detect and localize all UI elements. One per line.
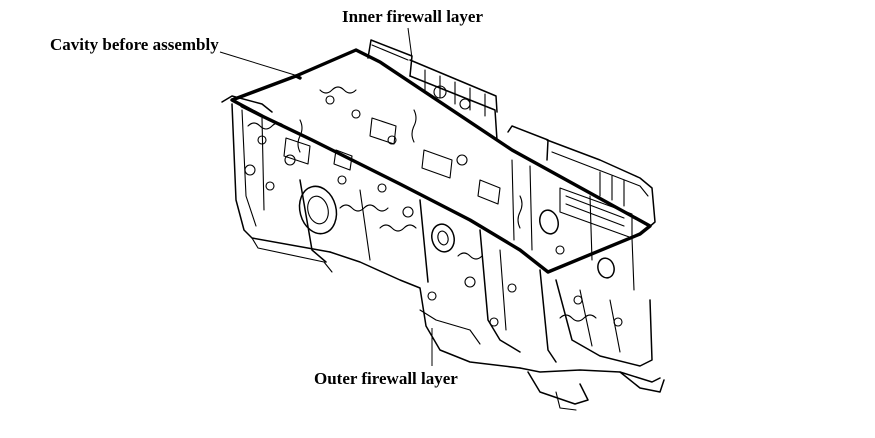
inner-firewall-label: Inner firewall layer — [342, 7, 484, 26]
inner-firewall-panel — [367, 39, 656, 239]
leader-lines — [219, 27, 433, 366]
leader-inner — [407, 27, 413, 59]
outer-firewall-label: Outer firewall layer — [314, 369, 458, 388]
cavity-outline — [230, 48, 652, 274]
outer-firewall-panel — [221, 86, 665, 411]
leader-cavity — [219, 51, 299, 77]
cavity-label: Cavity before assembly — [50, 35, 219, 54]
